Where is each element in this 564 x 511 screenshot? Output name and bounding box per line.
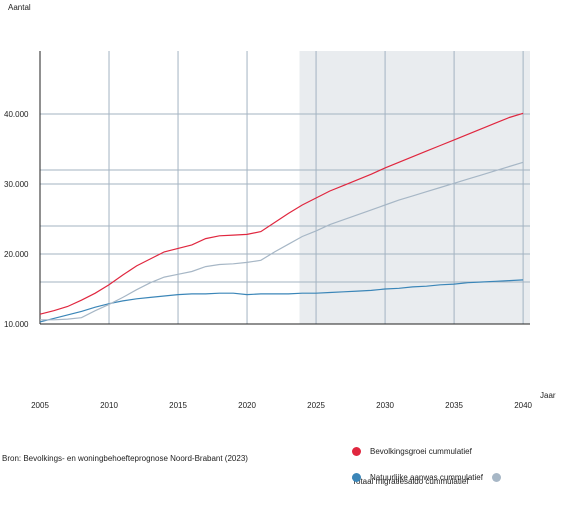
x-tick-label: 2005 [31, 401, 49, 410]
x-tick-label: 2040 [514, 401, 532, 410]
legend-label: Totaal migratiesaldo cummulatief [352, 477, 469, 486]
x-axis-title: Jaar [540, 391, 556, 400]
legend-label: Bevolkingsgroei cummulatief [370, 447, 472, 456]
x-tick-label: 2010 [100, 401, 118, 410]
gridlines [40, 51, 530, 324]
source-note: Bron: Bevolkings- en woningbehoefteprogn… [2, 454, 248, 463]
x-tick-label: 2030 [376, 401, 394, 410]
legend-label: Natuurlijke aanwas cummulatief [370, 473, 483, 482]
y-axis-title: Aantal [8, 3, 31, 12]
y-tick-label: 40.000 [4, 110, 29, 119]
series-line-totaal-migratiesaldo-cummulatief [40, 161, 524, 321]
y-tick-label: 10.000 [4, 320, 29, 329]
axes [39, 51, 530, 325]
series-line-bevolkingsgroei-cummulatief [39, 112, 524, 315]
legend-dot-blue [352, 473, 361, 482]
x-tick-label: 2035 [445, 401, 463, 410]
y-tick-labels: 10.000 20.000 30.000 40.000 [4, 110, 29, 329]
legend-dot-grey [491, 473, 501, 482]
legend-item-natuurlijke-aanwas: Natuurlijke aanwas cummulatief [352, 473, 501, 482]
x-tick-label: 2025 [307, 401, 325, 410]
legend-item-bevolkingsgroei: Bevolkingsgroei cummulatief [352, 447, 472, 456]
forecast-shaded-region [299, 51, 530, 324]
x-tick-labels: 2005 2010 2015 2020 2025 2030 2035 2040 [31, 401, 532, 410]
legend-dot-red [352, 447, 361, 456]
x-tick-label: 2015 [169, 401, 187, 410]
series-lines [39, 112, 524, 323]
x-tick-label: 2020 [238, 401, 256, 410]
y-tick-label: 30.000 [4, 180, 29, 189]
series-line-natuurlijke-aanwas-cummulatief [39, 279, 524, 323]
y-tick-label: 20.000 [4, 250, 29, 259]
legend-item-totaal-migratiesaldo: Totaal migratiesaldo cummulatief [352, 477, 469, 486]
